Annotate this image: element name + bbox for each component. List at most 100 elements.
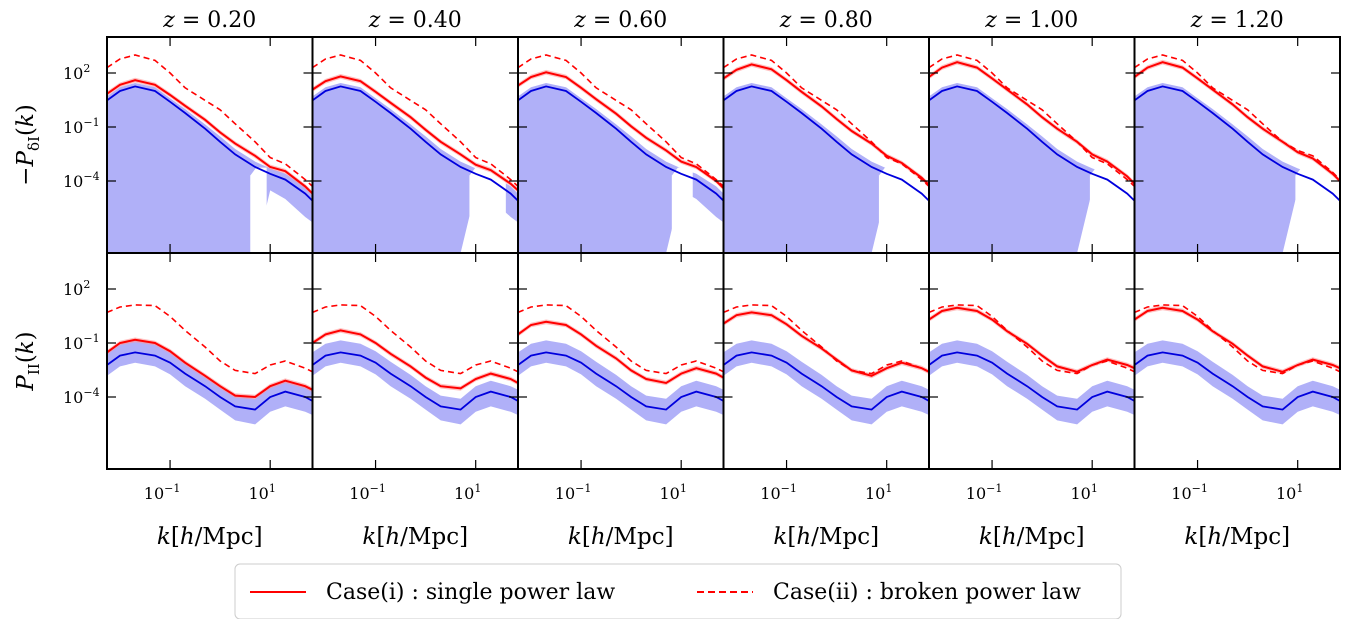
case-i-band — [107, 337, 313, 400]
panel-II-z0.20 — [106, 252, 314, 470]
case-i-band — [312, 328, 518, 391]
x-axis-label: k[h/Mpc] — [773, 524, 879, 550]
reference-band — [1134, 340, 1340, 425]
x-tick-label: 101 — [660, 482, 687, 503]
x-tick-label: 101 — [249, 482, 276, 503]
reference-band — [929, 83, 1135, 253]
x-axis-label: k[h/Mpc] — [1184, 524, 1290, 550]
x-tick-label: 101 — [454, 482, 481, 503]
panel-plot-area — [107, 304, 313, 425]
x-axis-label: k[h/Mpc] — [362, 524, 468, 550]
panel-grid — [106, 36, 1341, 470]
column-title-z-0.40: z = 0.40 — [368, 8, 462, 33]
reference-line — [929, 85, 1135, 202]
column-title-z-1.20: z = 1.20 — [1190, 8, 1284, 33]
x-tick-label: 10−1 — [555, 482, 592, 503]
case-i-line — [929, 61, 1135, 185]
column-title-z-0.80: z = 0.80 — [779, 8, 873, 33]
x-tick-label: 10−1 — [349, 482, 386, 503]
panel-plot-area — [723, 54, 929, 253]
y-tick-label: 10−4 — [63, 386, 100, 407]
x-axis-label: k[h/Mpc] — [157, 524, 263, 550]
panel-dI-z0.20 — [106, 36, 314, 254]
case-i-line — [723, 311, 929, 377]
panel-plot-area — [723, 304, 929, 425]
x-tick-label: 101 — [1071, 482, 1098, 503]
panel-dI-z1.00 — [928, 36, 1136, 254]
case-i-line — [312, 75, 518, 192]
panel-II-z1.20 — [1133, 252, 1341, 470]
case-ii-line — [518, 304, 724, 375]
x-tick-label: 10−1 — [1171, 482, 1208, 503]
reference-band-gap — [250, 167, 267, 253]
reference-band — [723, 340, 929, 425]
panel-plot-area — [518, 304, 724, 425]
panel-dI-z0.80 — [722, 36, 930, 254]
case-ii-line — [1134, 304, 1340, 375]
y-tick-label: 102 — [63, 278, 90, 299]
case-ii-line — [107, 54, 313, 187]
panel-plot-area — [312, 304, 518, 425]
case-ii-line — [312, 304, 518, 375]
column-title-z-1.00: z = 1.00 — [984, 8, 1078, 33]
column-title-z-0.20: z = 0.20 — [162, 8, 256, 33]
case-i-line — [518, 71, 724, 189]
reference-band — [1134, 83, 1340, 253]
case-ii-line — [107, 304, 313, 375]
reference-line — [929, 351, 1135, 411]
panel-dI-z0.40 — [311, 36, 519, 254]
case-i-line — [107, 79, 313, 195]
reference-line — [518, 85, 724, 202]
case-i-band — [929, 305, 1135, 375]
row-ylabel-dI: −PδI(k) — [13, 104, 43, 186]
panel-II-z0.40 — [311, 252, 519, 470]
reference-line — [107, 351, 313, 411]
x-axis-label: k[h/Mpc] — [568, 524, 674, 550]
panel-plot-area — [1134, 54, 1340, 253]
case-i-line — [1134, 61, 1340, 182]
case-i-line — [929, 306, 1135, 373]
reference-line — [518, 351, 724, 411]
legend-label-case-i: Case(i) : single power law — [326, 580, 615, 605]
case-i-band — [1134, 305, 1340, 375]
case-ii-line — [929, 304, 1135, 375]
case-ii-line — [1134, 54, 1340, 181]
panel-II-z0.60 — [517, 252, 725, 470]
legend: Case(i) : single power law Case(ii) : br… — [234, 563, 1122, 619]
reference-line — [723, 85, 929, 202]
case-i-line — [107, 338, 313, 399]
panel-plot-area — [1134, 304, 1340, 425]
case-ii-line — [929, 54, 1135, 187]
reference-band — [723, 83, 929, 253]
reference-line — [1134, 85, 1340, 202]
panel-plot-area — [929, 54, 1135, 253]
column-title-z-0.60: z = 0.60 — [573, 8, 667, 33]
case-i-line — [518, 320, 724, 385]
panel-plot-area — [312, 54, 518, 253]
reference-band — [107, 340, 313, 425]
y-tick-label: 102 — [63, 62, 90, 83]
legend-frame — [234, 563, 1122, 619]
case-ii-line — [723, 54, 929, 187]
case-ii-line — [518, 54, 724, 187]
case-i-line — [312, 329, 518, 390]
panel-dI-z0.60 — [517, 36, 725, 254]
reference-band — [312, 83, 518, 253]
y-tick-label: 10−4 — [63, 170, 100, 191]
case-i-line — [723, 63, 929, 186]
panel-dI-z1.20 — [1133, 36, 1341, 254]
reference-band-gap — [469, 167, 506, 253]
panel-II-z1.00 — [928, 252, 1136, 470]
panel-plot-area — [518, 54, 724, 253]
x-tick-label: 101 — [865, 482, 892, 503]
panel-plot-area — [107, 54, 313, 253]
x-tick-label: 101 — [1276, 482, 1303, 503]
panel-frame — [1133, 252, 1341, 470]
reference-line — [723, 351, 929, 411]
reference-band-gap — [671, 167, 693, 253]
x-axis-label: k[h/Mpc] — [979, 524, 1085, 550]
reference-band-gap — [1089, 167, 1135, 253]
reference-line — [312, 85, 518, 202]
reference-line — [107, 85, 313, 202]
